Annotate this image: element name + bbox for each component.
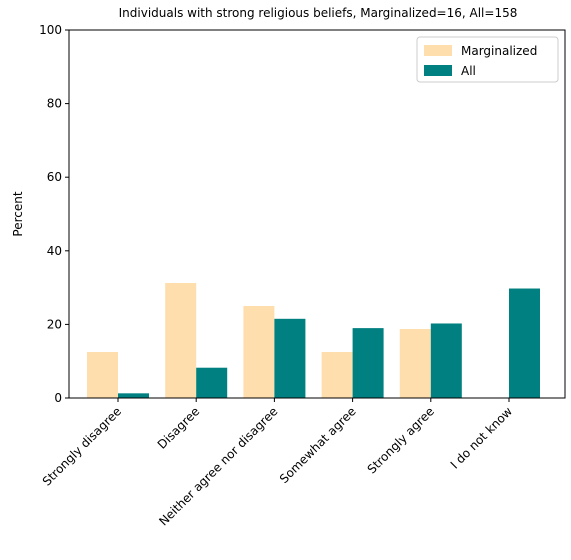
bar-all-5	[430, 323, 462, 398]
legend-swatch-marginalized	[424, 45, 452, 56]
y-tick-label: 20	[47, 317, 62, 331]
legend-swatch-all	[424, 65, 452, 76]
x-tick-label: I do not know	[448, 404, 516, 472]
bars-layer	[87, 283, 540, 398]
legend-box	[416, 36, 559, 83]
x-tick-label: Strongly disagree	[40, 404, 124, 488]
x-tick-label: Somewhat agree	[277, 404, 359, 486]
bar-marginalized-4	[321, 352, 353, 398]
legend-label-marginalized: Marginalized	[461, 44, 537, 58]
plot-frame	[68, 29, 566, 399]
bar-all-2	[196, 367, 228, 398]
bar-marginalized-3	[243, 306, 275, 398]
bar-all-1	[118, 393, 149, 398]
bar-marginalized-5	[399, 329, 431, 398]
legend: Marginalized All	[416, 36, 559, 83]
bar-marginalized-1	[87, 352, 118, 398]
y-tick-label: 100	[39, 23, 62, 37]
y-tick-label: 40	[47, 244, 62, 258]
y-tick-label: 80	[47, 97, 62, 111]
legend-label-all: All	[461, 64, 476, 78]
y-axis-ticks: 0 20 40 60 80 100	[39, 23, 69, 405]
y-tick-label: 0	[54, 391, 62, 405]
bar-all-3	[274, 318, 306, 398]
bar-all-6	[509, 288, 540, 398]
y-axis-label: Percent	[11, 191, 25, 236]
y-tick-label: 60	[47, 170, 62, 184]
bar-all-4	[352, 328, 384, 398]
x-tick-label: Strongly agree	[365, 404, 437, 476]
chart-title: Individuals with strong religious belief…	[119, 6, 518, 20]
bar-marginalized-2	[165, 283, 197, 398]
x-tick-label: Disagree	[155, 404, 203, 452]
